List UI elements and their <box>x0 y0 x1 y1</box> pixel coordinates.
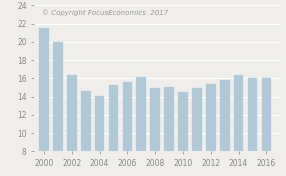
Bar <box>192 88 202 151</box>
Bar <box>123 82 132 151</box>
Bar <box>220 80 230 151</box>
Bar <box>234 75 243 151</box>
Bar <box>164 87 174 151</box>
Bar <box>95 96 104 151</box>
Bar <box>150 88 160 151</box>
Bar <box>67 75 77 151</box>
Bar <box>81 91 91 151</box>
Bar <box>261 78 271 151</box>
Bar <box>206 84 216 151</box>
Bar <box>53 42 63 151</box>
Bar <box>39 28 49 151</box>
Bar <box>109 85 118 151</box>
Bar <box>178 92 188 151</box>
Bar <box>248 78 257 151</box>
Text: © Copyright FocusEconomics  2017: © Copyright FocusEconomics 2017 <box>42 10 168 16</box>
Bar <box>136 77 146 151</box>
